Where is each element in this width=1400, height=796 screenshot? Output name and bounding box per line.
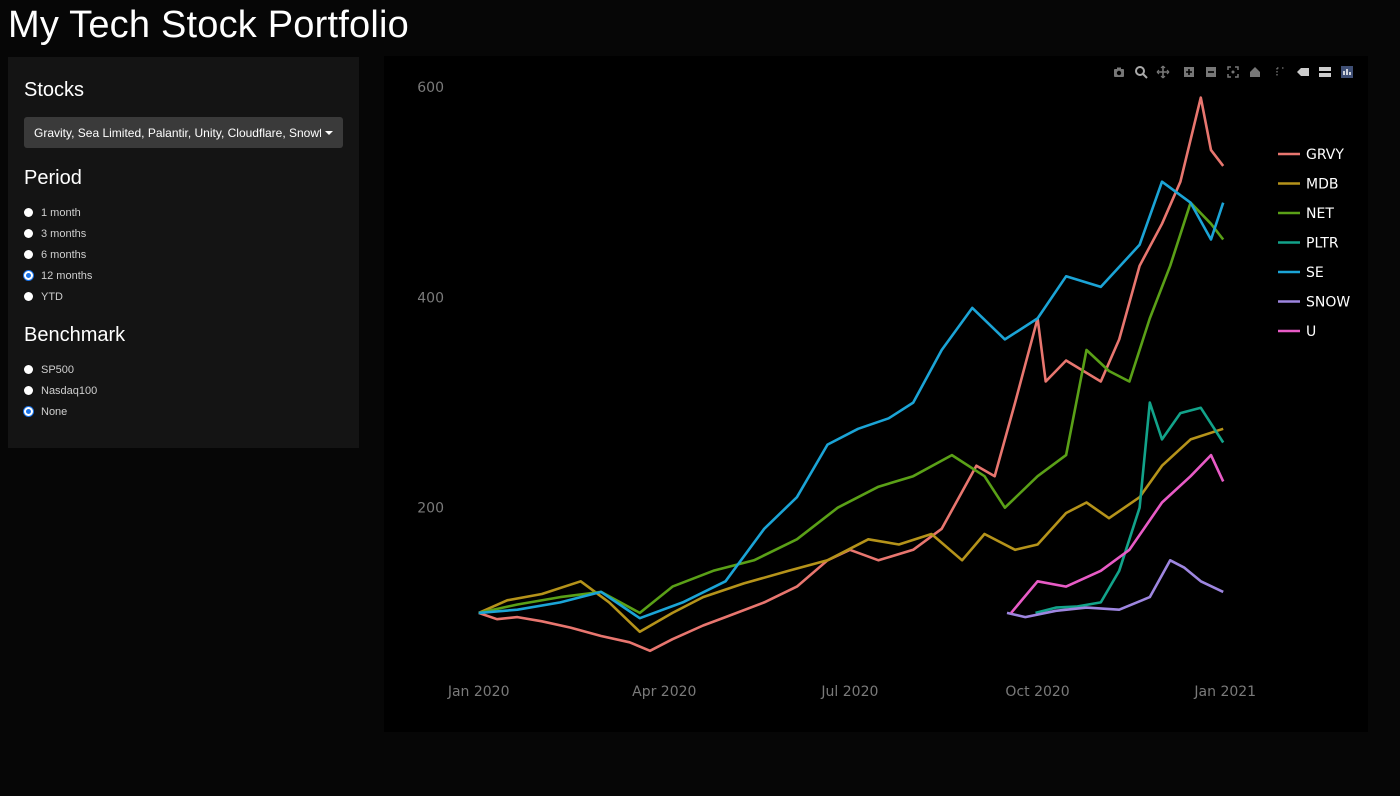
- camera-icon[interactable]: [1108, 62, 1130, 82]
- plot-modebar: [1108, 62, 1358, 82]
- x-tick-label: Jul 2020: [820, 684, 878, 700]
- benchmark-radio-icon[interactable]: [24, 407, 33, 416]
- period-radio-icon[interactable]: [24, 208, 33, 217]
- period-title: Period: [24, 167, 82, 189]
- series-line-snow[interactable]: [1006, 559, 1224, 619]
- benchmark-title: Benchmark: [24, 324, 126, 346]
- chart-container: 200 400 600 Jan 2020 Apr 2020 Jul 2020 Oct 202…: [384, 56, 1368, 732]
- legend-label-mdb[interactable]: MDB: [1306, 177, 1338, 193]
- benchmark-option-label: SP500: [41, 363, 75, 376]
- period-option-label: 1 month: [41, 206, 81, 219]
- legend-label-net[interactable]: NET: [1306, 206, 1334, 222]
- series-line-mdb[interactable]: [478, 427, 1224, 634]
- period-option-label: 6 months: [41, 248, 87, 261]
- benchmark-radio-group: SP500 Nasdaq100 None: [24, 359, 97, 422]
- period-option[interactable]: 12 months: [24, 265, 92, 286]
- legend-label-pltr[interactable]: PLTR: [1306, 236, 1339, 252]
- y-tick-label: 200: [417, 501, 444, 517]
- app-title: My Tech Stock Portfolio: [8, 4, 409, 46]
- benchmark-option[interactable]: SP500: [24, 359, 97, 380]
- series-line-u[interactable]: [1010, 453, 1225, 614]
- period-radio-icon[interactable]: [24, 292, 33, 301]
- benchmark-radio-icon[interactable]: [24, 365, 33, 374]
- benchmark-option-label: None: [41, 405, 68, 418]
- stock-chart[interactable]: 200 400 600 Jan 2020 Apr 2020 Jul 2020 Oct 202…: [384, 56, 1368, 732]
- period-option-label: 12 months: [41, 269, 93, 282]
- legend-label-u[interactable]: U: [1306, 324, 1316, 340]
- zoom-out-icon[interactable]: [1200, 62, 1222, 82]
- legend-label-grvy[interactable]: GRVY: [1306, 147, 1344, 163]
- pan-icon[interactable]: [1152, 62, 1174, 82]
- plotly-logo-icon[interactable]: [1336, 62, 1358, 82]
- reset-axes-icon[interactable]: [1244, 62, 1266, 82]
- series-line-se[interactable]: [478, 180, 1225, 620]
- period-radio-icon[interactable]: [24, 250, 33, 259]
- hover-compare-icon[interactable]: [1314, 62, 1336, 82]
- series-line-grvy[interactable]: [478, 96, 1225, 653]
- period-option[interactable]: 6 months: [24, 244, 92, 265]
- hover-closest-icon[interactable]: [1292, 62, 1314, 82]
- x-tick-label: Oct 2020: [1005, 684, 1069, 700]
- period-radio-group: 1 month 3 months 6 months 12 months YTD: [24, 202, 92, 307]
- y-tick-label: 600: [417, 80, 444, 96]
- period-option-label: 3 months: [41, 227, 87, 240]
- benchmark-radio-icon[interactable]: [24, 386, 33, 395]
- benchmark-option-label: Nasdaq100: [41, 384, 98, 397]
- y-tick-label: 400: [417, 290, 444, 306]
- series-line-net[interactable]: [478, 201, 1225, 615]
- period-option[interactable]: 1 month: [24, 202, 92, 223]
- stocks-dropdown[interactable]: Gravity, Sea Limited, Palantir, Unity, C…: [24, 117, 343, 148]
- autoscale-icon[interactable]: [1222, 62, 1244, 82]
- period-option[interactable]: YTD: [24, 286, 92, 307]
- benchmark-option[interactable]: Nasdaq100: [24, 380, 97, 401]
- period-radio-icon[interactable]: [24, 271, 33, 280]
- legend-label-se[interactable]: SE: [1306, 265, 1324, 281]
- legend-label-snow[interactable]: SNOW: [1306, 295, 1350, 311]
- period-option-label: YTD: [41, 290, 63, 303]
- x-tick-label: Jan 2021: [1193, 684, 1256, 700]
- controls-panel: Stocks Gravity, Sea Limited, Palantir, U…: [8, 57, 359, 448]
- zoom-icon[interactable]: [1130, 62, 1152, 82]
- x-tick-label: Apr 2020: [632, 684, 696, 700]
- period-option[interactable]: 3 months: [24, 223, 92, 244]
- series-line-pltr[interactable]: [1035, 401, 1225, 615]
- x-tick-label: Jan 2020: [447, 684, 510, 700]
- benchmark-option[interactable]: None: [24, 401, 97, 422]
- period-radio-icon[interactable]: [24, 229, 33, 238]
- spike-lines-icon[interactable]: [1270, 62, 1292, 82]
- caret-down-icon[interactable]: [325, 130, 333, 135]
- stocks-dropdown-value: Gravity, Sea Limited, Palantir, Unity, C…: [34, 125, 321, 140]
- zoom-in-icon[interactable]: [1178, 62, 1200, 82]
- stocks-title: Stocks: [24, 79, 85, 101]
